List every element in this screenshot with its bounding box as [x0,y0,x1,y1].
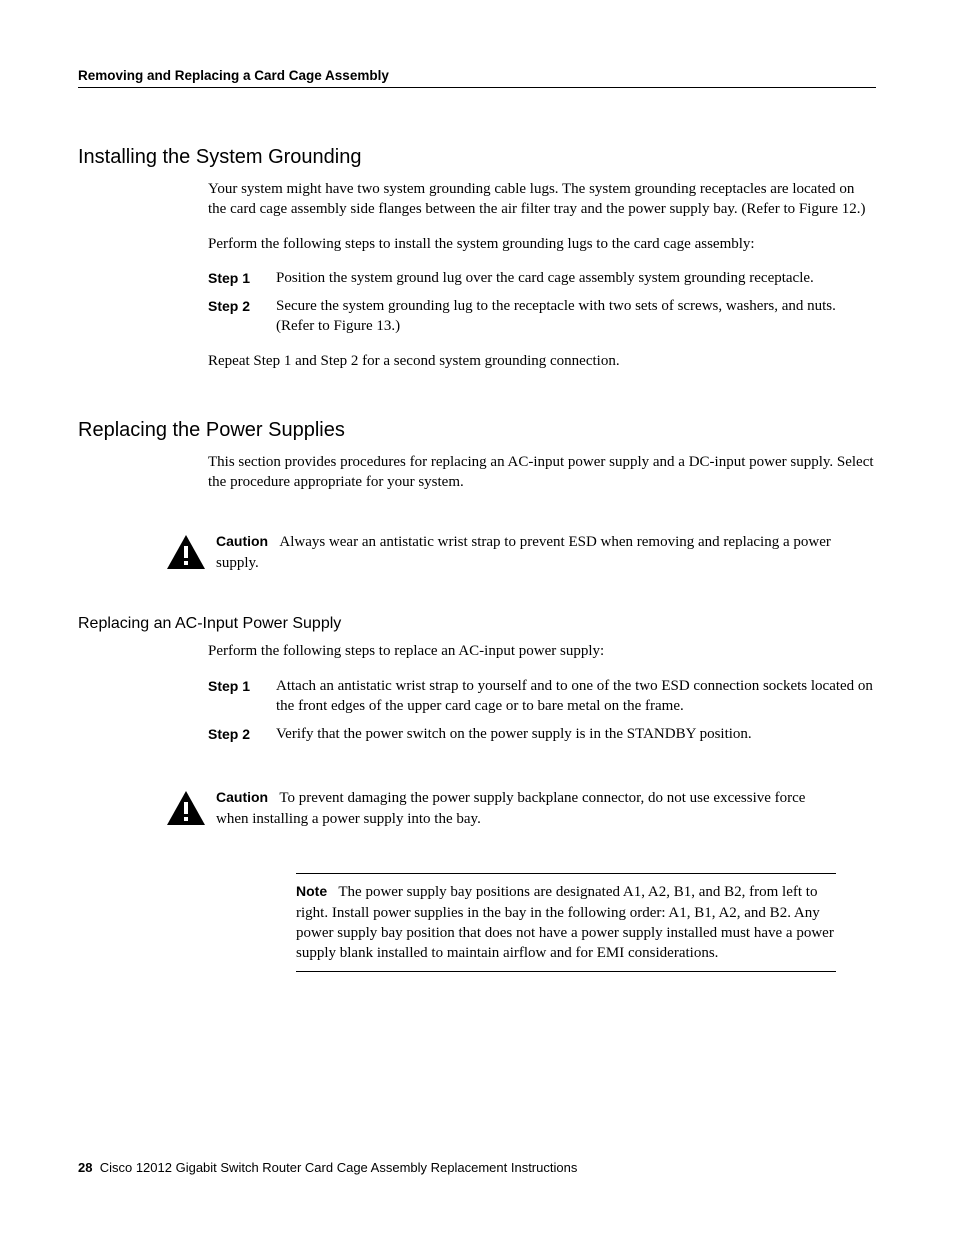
caution-icon [166,788,206,831]
page-number: 28 [78,1160,92,1175]
step-text: Attach an antistatic wrist strap to your… [276,676,876,717]
step-text: Verify that the power switch on the powe… [276,724,876,744]
section1-steps: Step 1 Position the system ground lug ov… [208,268,876,337]
caution-callout: Caution To prevent damaging the power su… [166,788,876,831]
note-block: Note The power supply bay positions are … [296,873,836,972]
step-row: Step 2 Secure the system grounding lug t… [208,296,876,337]
section3-lead: Perform the following steps to replace a… [208,641,876,661]
page-footer: 28 Cisco 12012 Gigabit Switch Router Car… [78,1160,876,1175]
step-label: Step 1 [208,268,276,288]
section1-trailer: Repeat Step 1 and Step 2 for a second sy… [208,351,876,371]
caution1-body: Always wear an antistatic wrist strap to… [216,534,831,570]
section2-intro: This section provides procedures for rep… [208,452,876,493]
caution2-body: To prevent damaging the power supply bac… [216,790,805,826]
note-label: Note [296,883,327,899]
caution-icon [166,532,206,575]
heading-replacing-power-supplies: Replacing the Power Supplies [78,419,876,442]
heading-replacing-ac-input: Replacing an AC-Input Power Supply [78,615,876,633]
step-label: Step 2 [208,724,276,744]
step-text: Position the system ground lug over the … [276,268,876,288]
caution2-text: Caution To prevent damaging the power su… [216,788,876,829]
step-label: Step 2 [208,296,276,316]
section3-steps: Step 1 Attach an antistatic wrist strap … [208,676,876,745]
step-row: Step 1 Position the system ground lug ov… [208,268,876,288]
footer-doc-title: Cisco 12012 Gigabit Switch Router Card C… [100,1160,578,1175]
note-rule-top [296,873,836,874]
caution1-text: Caution Always wear an antistatic wrist … [216,532,876,573]
note-body: The power supply bay positions are desig… [296,884,834,961]
step-text: Secure the system grounding lug to the r… [276,296,876,337]
section1-lead: Perform the following steps to install t… [208,234,876,254]
step-label: Step 1 [208,676,276,696]
caution-label: Caution [216,789,268,805]
step-row: Step 2 Verify that the power switch on t… [208,724,876,744]
caution-label: Caution [216,533,268,549]
section1-intro: Your system might have two system ground… [208,179,876,220]
step-row: Step 1 Attach an antistatic wrist strap … [208,676,876,717]
heading-installing-grounding: Installing the System Grounding [78,146,876,169]
running-header: Removing and Replacing a Card Cage Assem… [78,68,876,88]
note-rule-bottom [296,971,836,972]
caution-callout: Caution Always wear an antistatic wrist … [166,532,876,575]
